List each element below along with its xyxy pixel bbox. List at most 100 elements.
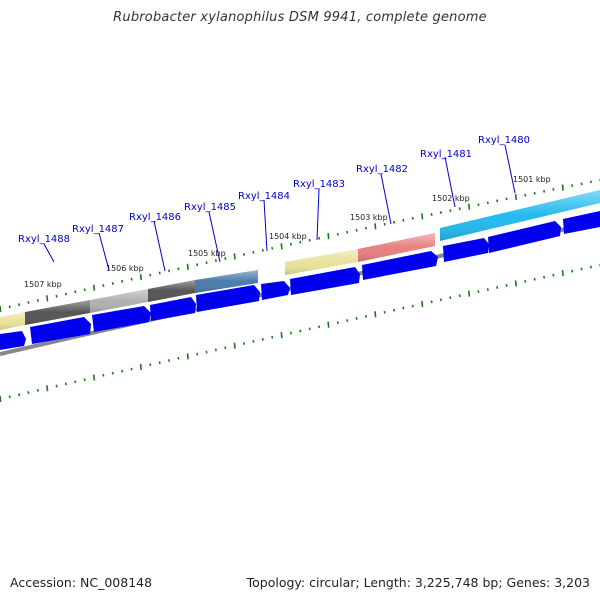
cds-arrow[interactable] [150,297,196,321]
minor-tick [102,373,105,377]
kbp-label: 1507 kbp [24,280,62,289]
minor-tick [196,352,199,356]
minor-tick [196,263,199,267]
minor-tick [74,380,77,384]
minor-tick [261,248,264,252]
minor-tick [111,282,114,285]
minor-tick [205,261,208,265]
gene-label[interactable]: Rxyl_1484 [238,191,290,202]
cds-arrow[interactable] [443,238,489,262]
major-tick [233,253,236,260]
minor-tick [158,361,161,365]
minor-tick [543,189,546,193]
minor-tick [55,384,58,388]
minor-tick [393,220,396,224]
cds-arrow[interactable] [92,306,151,332]
minor-tick [27,391,30,394]
minor-tick [439,298,442,302]
feature-bar-1487[interactable] [25,300,90,325]
feature-bar-1485a[interactable] [148,280,195,302]
minor-tick [505,197,508,201]
minor-tick [336,232,339,236]
cds-arrow[interactable] [0,331,26,350]
minor-tick [318,236,321,240]
minor-tick [430,213,433,216]
minor-tick [402,306,405,310]
minor-tick [289,331,292,335]
minor-tick [524,193,527,197]
major-tick [374,311,377,318]
cds-arrow[interactable] [290,267,360,295]
minor-tick [308,238,311,242]
gene-label[interactable]: Rxyl_1481 [420,149,472,160]
minor-tick [130,277,133,281]
feature-bar-1488[interactable] [0,312,25,330]
minor-tick [64,382,67,386]
minor-tick [8,305,11,309]
major-tick [514,194,517,201]
minor-tick [571,269,574,273]
minor-tick [458,294,461,298]
minor-tick [346,230,349,234]
minor-tick [205,350,208,354]
minor-tick [580,267,583,271]
minor-tick [214,348,217,352]
minor-tick [74,290,77,294]
gene-label[interactable]: Rxyl_1485 [184,202,236,213]
major-tick [327,233,330,240]
major-tick [0,395,2,403]
feature-bar-1482[interactable] [358,233,435,262]
minor-tick [411,216,414,220]
minor-tick [27,301,30,304]
cds-arrow[interactable] [362,251,438,280]
kbp-label: 1505 kbp [188,249,226,258]
genome-summary: Topology: circular; Length: 3,225,748 bp… [246,575,590,590]
minor-tick [430,300,433,304]
feature-bar-1480[interactable] [440,190,600,241]
minor-tick [243,342,246,345]
minor-tick [224,346,227,350]
major-tick [561,184,564,191]
gene-label[interactable]: Rxyl_1480 [478,135,530,146]
cds-arrow[interactable] [563,211,600,234]
minor-tick [64,292,67,296]
minor-tick [271,246,274,250]
cds-arrow[interactable] [488,221,561,253]
gene-label[interactable]: Rxyl_1488 [18,234,70,245]
minor-tick [383,310,386,314]
cds-arrow[interactable] [261,281,290,300]
major-tick [327,321,330,328]
feature-bar-1483[interactable] [285,249,358,275]
minor-tick [308,327,311,331]
major-tick [0,305,2,313]
feature-bar-1485b[interactable] [195,270,258,293]
major-tick [233,342,236,349]
minor-tick [55,294,58,298]
minor-tick [439,211,442,214]
minor-tick [571,184,574,188]
cds-arrow[interactable] [30,317,91,344]
cds-arrow[interactable] [196,285,260,312]
gene-label[interactable]: Rxyl_1483 [293,179,345,190]
minor-tick [18,303,21,307]
minor-tick [168,359,171,362]
major-tick [561,270,564,277]
minor-tick [336,321,339,325]
minor-tick [449,209,452,212]
major-tick [93,284,96,291]
minor-tick [252,250,255,254]
major-tick [186,263,189,270]
minor-tick [299,240,302,244]
minor-tick [580,182,583,186]
minor-tick [149,273,152,277]
major-tick [139,274,142,281]
minor-tick [589,265,592,269]
outer-tick-row [0,178,600,313]
minor-tick [121,279,124,283]
gene-label[interactable]: Rxyl_1486 [129,212,181,223]
minor-tick [83,378,86,382]
feature-bar-1486[interactable] [90,289,148,313]
gene-label[interactable]: Rxyl_1487 [72,224,124,235]
gene-label[interactable]: Rxyl_1482 [356,164,408,175]
